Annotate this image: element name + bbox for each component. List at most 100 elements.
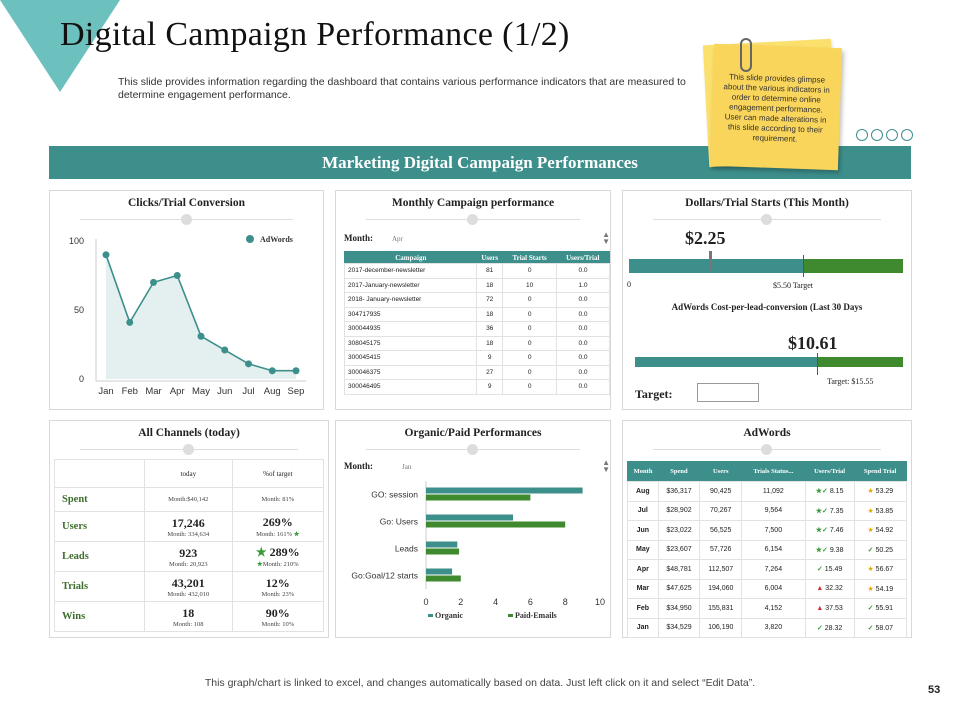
clicks-chart[interactable]: 0 50 100 Jan Feb Mar Apr May Jun Jul Aug Sep AdWords	[50, 219, 323, 409]
target-value: Month: 81%	[261, 496, 295, 503]
table-row: 300045415 9 0 0.0	[343, 350, 610, 366]
bar-organic[interactable]	[426, 568, 453, 575]
table-row: Feb $34,950 155,831 4,152 ▲ 37.53 ✓ 55.91	[627, 598, 908, 619]
bar-organic[interactable]	[426, 541, 458, 548]
table-cell: 300044935	[343, 321, 478, 337]
category-label: GO: session	[371, 490, 418, 500]
target-value: 269%	[233, 515, 323, 530]
table-cell: 1.0	[556, 277, 610, 293]
table-cell: 56,525	[699, 520, 743, 541]
cell-value: 6,154	[764, 546, 783, 554]
spinner-arrows-icon[interactable]: ▲ ▼	[602, 230, 610, 246]
table-cell: Jan	[627, 617, 659, 638]
table-cell: 0	[502, 306, 557, 322]
table-cell: ★✓ 7.35	[804, 500, 855, 521]
today-value: 18	[182, 605, 195, 620]
month-value[interactable]: Apr	[392, 235, 403, 243]
bar-organic[interactable]	[426, 487, 583, 494]
table-header: Month Spend Users Trials Status... Users/Tri…	[627, 461, 907, 482]
x-tick-label: Jan	[98, 386, 113, 397]
table-cell: 10	[502, 277, 557, 293]
x-tick-label: 2	[458, 597, 463, 607]
header-today: today	[144, 459, 233, 488]
table-cell: 9	[476, 379, 504, 395]
table-cell: Apr	[627, 559, 659, 580]
table-row: Wins 18 Month: 108 90% Month: 10%	[54, 601, 325, 632]
cpl-title: AdWords Cost-per-lead-conversion (Last 3…	[671, 302, 863, 312]
check-icon: ✓	[867, 624, 876, 632]
star-check-icon: ★✓	[815, 488, 830, 496]
bar-paid[interactable]	[426, 494, 531, 501]
data-point[interactable]	[126, 318, 134, 326]
table-cell: ✓ 58.07	[853, 617, 908, 638]
channels-panel-title: All Channels (today)	[138, 427, 240, 439]
table-row: Jul $28,902 70,267 9,564 ★✓ 7.35 ★ 53.85	[627, 500, 908, 521]
table-row: Spent Month:$40,142 Month: 81%	[54, 487, 325, 512]
bar-organic[interactable]	[426, 514, 513, 521]
cell-value: 7,500	[764, 526, 783, 534]
month-value[interactable]: Jan	[402, 463, 412, 471]
cell-value: Jul	[637, 507, 648, 515]
y-tick-label: 50	[74, 305, 84, 315]
table-cell: ✓ 28.32	[804, 617, 855, 638]
cell-value: 90,425	[710, 487, 732, 495]
category-label: Go: Users	[380, 517, 418, 527]
target-sub: Month: 161% ★	[233, 530, 323, 538]
header-blank	[54, 459, 145, 488]
data-point[interactable]	[173, 272, 181, 279]
page-number: 53	[928, 684, 941, 696]
table-cell: ★✓ 9.38	[804, 539, 855, 560]
page-title: Digital Campaign Performance (1/2)	[60, 16, 570, 53]
month-selector[interactable]: Month: Jan ▲ ▼	[344, 459, 610, 475]
today-cell: 43,201 Month: 432,010	[144, 571, 233, 602]
data-point[interactable]	[221, 346, 229, 354]
star-icon: ★	[292, 531, 300, 538]
today-value: 43,201	[171, 575, 205, 590]
star-icon: ★	[867, 507, 876, 515]
data-point[interactable]	[150, 278, 157, 286]
footer-note: This graph/chart is linked to excel, and…	[204, 677, 756, 689]
column-header: Users/Trial	[805, 461, 855, 482]
organic-chart[interactable]: GO: session Go: Users Leads Go:Goal/12 star…	[336, 477, 610, 637]
corner-triangle-decoration	[0, 0, 120, 92]
table-cell: 6,154	[741, 539, 806, 560]
spinner-arrows-icon[interactable]: ▲ ▼	[602, 458, 610, 474]
legend-swatch	[246, 235, 254, 243]
cell-value: 155,831	[708, 604, 734, 612]
data-point[interactable]	[102, 251, 110, 259]
table-row: Trials 43,201 Month: 432,010 12% Month: 23%	[54, 571, 325, 602]
cell-value: 7,264	[764, 565, 783, 573]
table-cell: ▲ 37.53	[804, 598, 855, 619]
table-row: 2017-december-newsletter 81 0 0.0	[343, 263, 610, 279]
cell-value: Apr	[636, 565, 649, 573]
data-point[interactable]	[292, 367, 300, 375]
target-value-text: 269%	[262, 515, 293, 529]
today-value: 923	[179, 545, 198, 560]
table-cell: 112,507	[699, 559, 743, 580]
adwords-panel: AdWords Month Spend Users Trials Status... U…	[622, 420, 912, 638]
table-cell: 0.0	[556, 335, 610, 351]
data-point[interactable]	[245, 360, 252, 368]
table-cell: 2017-december-newsletter	[343, 263, 478, 279]
table-cell: 304717935	[343, 306, 478, 322]
target-cell: Month: 81%	[231, 487, 325, 512]
x-tick-label: May	[192, 386, 210, 397]
table-row: 2018- January-newsletter 72 0 0.0	[343, 292, 610, 308]
target-input[interactable]	[697, 383, 759, 402]
cell-value: 9.38	[829, 546, 844, 554]
data-point[interactable]	[268, 367, 276, 375]
target-marker-1	[803, 255, 804, 277]
table-row: Apr $48,781 112,507 7,264 ✓ 15.49 ★ 56.67	[627, 559, 908, 580]
cell-value: $34,529	[666, 624, 692, 632]
bar-paid[interactable]	[426, 575, 461, 582]
column-header: Users	[476, 251, 503, 264]
bar-paid[interactable]	[426, 521, 566, 528]
cell-value: 28.32	[824, 624, 843, 632]
table-cell: 11,092	[741, 481, 806, 502]
gauge-marker-1	[709, 251, 712, 271]
cell-value: 4,152	[764, 604, 783, 612]
data-point[interactable]	[197, 332, 205, 340]
table-cell: 0.0	[556, 292, 610, 308]
month-selector[interactable]: Month: Apr ▲ ▼	[344, 231, 610, 247]
bar-paid[interactable]	[426, 548, 460, 555]
